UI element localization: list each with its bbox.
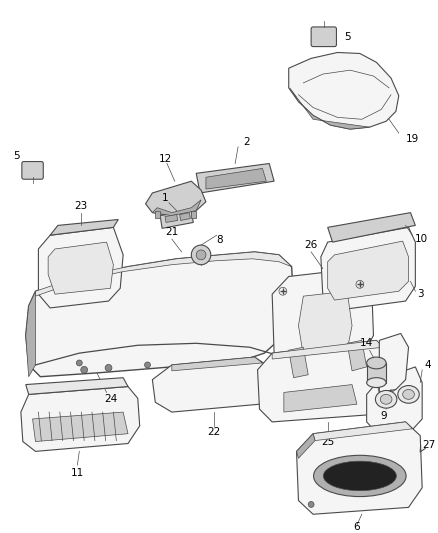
Text: 10: 10 xyxy=(414,234,427,244)
Text: 25: 25 xyxy=(321,437,334,447)
Text: 5: 5 xyxy=(344,32,351,42)
Polygon shape xyxy=(26,291,35,377)
Polygon shape xyxy=(35,252,292,296)
Ellipse shape xyxy=(403,390,414,399)
Text: 22: 22 xyxy=(207,427,220,437)
Polygon shape xyxy=(347,341,367,371)
Polygon shape xyxy=(272,341,383,359)
Polygon shape xyxy=(152,357,274,412)
Text: 8: 8 xyxy=(217,235,223,245)
FancyBboxPatch shape xyxy=(22,161,43,179)
Polygon shape xyxy=(289,52,399,129)
Text: 19: 19 xyxy=(406,134,419,144)
Polygon shape xyxy=(258,341,391,422)
Polygon shape xyxy=(165,215,178,222)
Text: 2: 2 xyxy=(243,137,250,147)
Circle shape xyxy=(196,250,206,260)
Ellipse shape xyxy=(375,391,397,408)
Text: 1: 1 xyxy=(162,193,168,203)
Polygon shape xyxy=(32,412,128,441)
Bar xyxy=(367,363,386,383)
Text: 23: 23 xyxy=(74,201,88,211)
Text: 3: 3 xyxy=(417,289,424,299)
Polygon shape xyxy=(272,269,374,365)
Text: 6: 6 xyxy=(353,522,360,532)
Ellipse shape xyxy=(314,455,406,497)
Polygon shape xyxy=(26,252,293,377)
Polygon shape xyxy=(21,386,140,451)
Polygon shape xyxy=(289,347,308,378)
Polygon shape xyxy=(376,373,396,399)
Ellipse shape xyxy=(380,394,392,404)
Circle shape xyxy=(191,245,211,265)
Circle shape xyxy=(81,366,88,373)
Polygon shape xyxy=(180,213,191,221)
Polygon shape xyxy=(160,211,193,228)
Text: 9: 9 xyxy=(380,411,386,421)
Text: 14: 14 xyxy=(360,338,373,348)
FancyBboxPatch shape xyxy=(311,27,336,46)
Polygon shape xyxy=(39,228,123,308)
Text: 27: 27 xyxy=(422,440,435,450)
Polygon shape xyxy=(290,88,370,129)
Polygon shape xyxy=(191,211,196,217)
Text: 21: 21 xyxy=(165,227,178,237)
Text: 11: 11 xyxy=(71,468,84,478)
Circle shape xyxy=(105,365,112,372)
Polygon shape xyxy=(321,228,415,311)
Polygon shape xyxy=(284,385,357,412)
Ellipse shape xyxy=(367,357,386,369)
Circle shape xyxy=(76,360,82,366)
Polygon shape xyxy=(313,422,413,441)
Polygon shape xyxy=(172,357,262,371)
Polygon shape xyxy=(26,378,128,394)
Polygon shape xyxy=(48,242,113,294)
Polygon shape xyxy=(367,367,422,435)
Text: 26: 26 xyxy=(304,240,318,250)
Polygon shape xyxy=(328,213,415,242)
Polygon shape xyxy=(297,434,315,458)
Text: 12: 12 xyxy=(159,154,172,164)
Ellipse shape xyxy=(367,378,386,387)
Ellipse shape xyxy=(323,461,396,491)
Polygon shape xyxy=(145,181,206,215)
Circle shape xyxy=(145,362,150,368)
Polygon shape xyxy=(50,220,118,235)
Polygon shape xyxy=(206,168,266,189)
Polygon shape xyxy=(152,200,201,215)
Text: 5: 5 xyxy=(13,151,20,160)
Polygon shape xyxy=(196,164,274,193)
Polygon shape xyxy=(298,291,352,355)
Text: 4: 4 xyxy=(424,360,431,370)
Circle shape xyxy=(308,502,314,507)
Polygon shape xyxy=(379,334,409,392)
Text: 24: 24 xyxy=(104,394,117,405)
Polygon shape xyxy=(297,422,422,514)
Ellipse shape xyxy=(398,385,419,403)
Polygon shape xyxy=(328,241,409,300)
Polygon shape xyxy=(155,211,160,217)
